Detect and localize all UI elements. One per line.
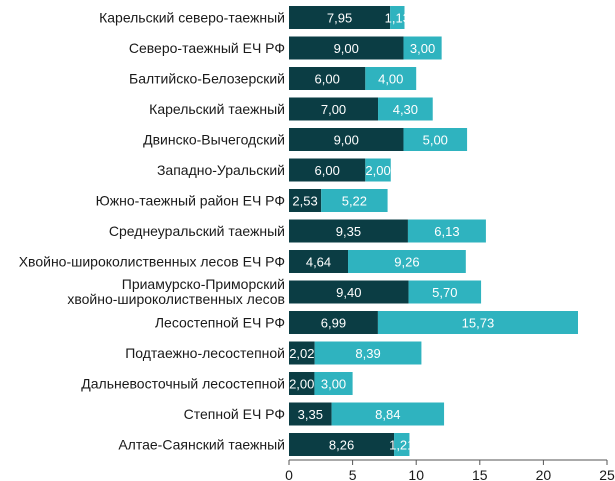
data-label: 7,95 <box>327 11 352 26</box>
x-tick-label: 5 <box>349 467 357 481</box>
category-label: Балтийско-Белозерский <box>129 71 285 87</box>
x-tick-label: 0 <box>285 467 293 481</box>
data-label: 5,00 <box>423 133 448 148</box>
data-label: 4,30 <box>393 102 418 117</box>
bar-segment-1 <box>289 67 366 90</box>
bar-segment-1 <box>289 219 408 243</box>
bar-segment-2 <box>314 341 422 365</box>
data-label: 1,21 <box>389 438 414 453</box>
x-tick-label: 10 <box>408 467 424 481</box>
bar-segment-2 <box>394 433 410 456</box>
data-label: 8,26 <box>329 438 354 453</box>
data-label: 2,53 <box>292 194 317 209</box>
bar-segment-1 <box>289 311 378 334</box>
category-label: Карельский таежный <box>149 101 285 117</box>
data-label: 3,35 <box>298 407 323 422</box>
category-label: Лесостепной ЕЧ РФ <box>155 315 285 331</box>
bar-segment-1 <box>289 250 349 273</box>
x-tick-label: 20 <box>536 467 552 481</box>
bar-segment-2 <box>331 402 445 426</box>
data-label: 6,13 <box>434 224 459 239</box>
category-label: Карельский северо-таежный <box>99 10 285 26</box>
bar-segment-1 <box>289 6 391 29</box>
data-label: 2,02 <box>289 346 314 361</box>
bar-segment-1 <box>289 97 379 121</box>
bars-layer: 7,95 1,13 9,00 3,00 6,00 4,00 7,00 4,30 9,00 5,00… <box>289 6 578 456</box>
data-label: 6,99 <box>321 316 346 331</box>
category-label: Северо-таежный ЕЧ РФ <box>129 40 285 56</box>
bar-segment-2 <box>403 36 442 60</box>
bar-segment-1 <box>289 433 395 456</box>
bar-segment-2 <box>365 67 417 90</box>
bar-segment-1 <box>289 280 409 304</box>
category-label-line: Приамурско-Приморский <box>122 276 285 292</box>
bar-segment-1 <box>289 402 332 426</box>
data-label: 3,00 <box>321 377 346 392</box>
bar-segment-2 <box>365 158 391 182</box>
category-label: Двинско-Вычегодский <box>143 132 285 148</box>
category-label: Приамурско-Приморский хвойно-широколистве… <box>67 276 285 307</box>
data-label: 6,00 <box>315 72 340 87</box>
category-label: Среднеуральский таежный <box>109 223 285 239</box>
bar-segment-1 <box>289 36 404 60</box>
data-label: 9,35 <box>336 224 361 239</box>
bar-segment-2 <box>403 128 468 151</box>
bar-segment-1 <box>289 128 404 151</box>
x-tick-label: 25 <box>599 467 615 481</box>
data-label: 2,00 <box>289 377 314 392</box>
bar-segment-2 <box>377 311 578 334</box>
category-label-line: хвойно-широколиственных лесов <box>67 291 285 307</box>
data-label: 4,64 <box>306 255 331 270</box>
data-label: 2,00 <box>365 163 390 178</box>
data-label: 3,00 <box>410 41 435 56</box>
category-label: Хвойно-широколиственных лесов ЕЧ РФ <box>19 254 285 270</box>
bar-segment-1 <box>289 189 322 212</box>
data-label: 9,00 <box>334 133 359 148</box>
bar-segment-2 <box>348 250 466 273</box>
category-label: Алтае-Саянский таежный <box>118 437 285 453</box>
data-label: 4,00 <box>378 72 403 87</box>
data-label: 15,73 <box>462 316 495 331</box>
bar-segment-2 <box>314 372 353 395</box>
category-label: Западно-Уральский <box>157 162 285 178</box>
category-label: Степной ЕЧ РФ <box>184 406 285 422</box>
data-label: 1,13 <box>385 11 410 26</box>
data-label: 8,39 <box>355 346 380 361</box>
data-label: 9,26 <box>394 255 419 270</box>
bar-segment-2 <box>378 97 433 121</box>
bar-segment-2 <box>408 280 482 304</box>
data-label: 9,40 <box>336 285 361 300</box>
category-labels-layer: Карельский северо-таежный Северо-таежный … <box>19 10 285 453</box>
x-axis: 0 5 10 15 20 25 <box>285 459 615 481</box>
category-label: Дальневосточный лесостепной <box>81 376 285 392</box>
data-label: 8,84 <box>375 407 400 422</box>
category-label: Подтаежно-лесостепной <box>125 345 285 361</box>
bar-segment-2 <box>321 189 388 212</box>
data-label: 7,00 <box>321 102 346 117</box>
bar-segment-1 <box>289 158 366 182</box>
category-label: Южно-таежный район ЕЧ РФ <box>96 193 285 209</box>
data-label: 6,00 <box>315 163 340 178</box>
bar-segment-1 <box>289 341 315 365</box>
data-label: 5,70 <box>432 285 457 300</box>
bar-segment-2 <box>407 219 486 243</box>
x-tick-label: 15 <box>472 467 488 481</box>
data-label: 5,22 <box>342 194 367 209</box>
bar-segment-2 <box>390 6 405 29</box>
data-label: 9,00 <box>334 41 359 56</box>
bar-segment-1 <box>289 372 315 395</box>
